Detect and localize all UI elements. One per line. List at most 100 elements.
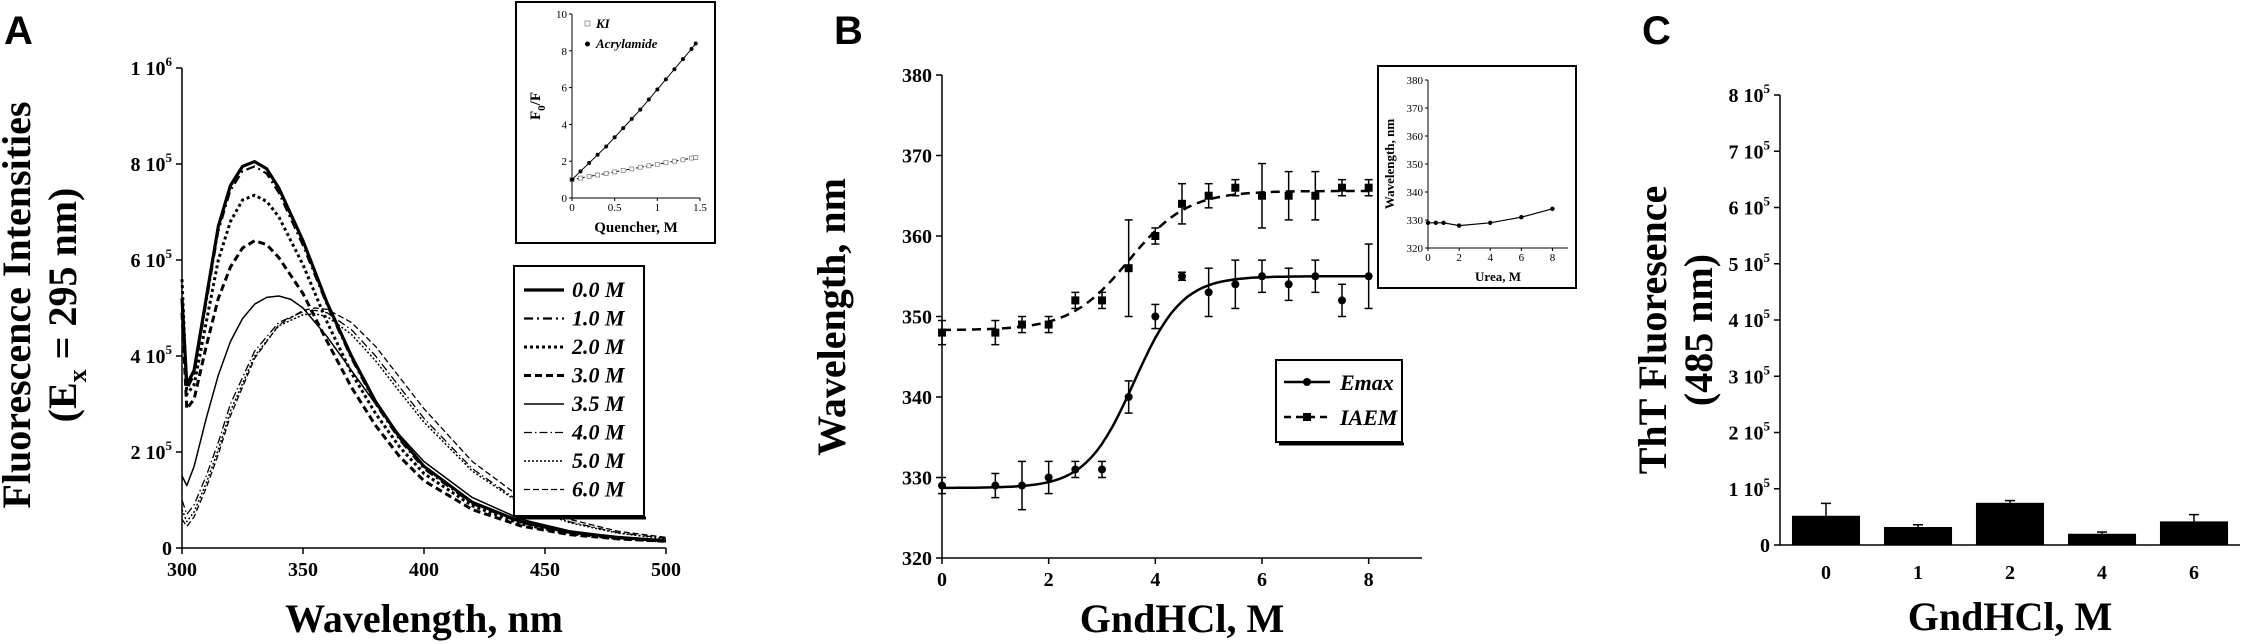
c-bar <box>1791 515 1861 545</box>
a-inset-point <box>570 177 574 182</box>
b-inset-frame <box>1377 65 1577 289</box>
c-bar <box>2159 521 2229 545</box>
b-data-point <box>1258 272 1266 281</box>
a-x-tick-label: 500 <box>651 559 681 581</box>
b-inset-point <box>1456 223 1462 228</box>
b-data-point <box>1338 296 1346 305</box>
a-inset-x-tick-label: 0 <box>569 202 575 214</box>
b-data-point <box>991 481 1000 490</box>
a-series-line-4 <box>181 295 667 542</box>
a-y-tick-label-exp: 5 <box>166 150 173 165</box>
a-inset-y-tick-label: 0 <box>562 193 568 205</box>
a-inset-point <box>595 152 600 157</box>
a-inset-point <box>646 163 652 169</box>
b-data-point <box>1231 183 1240 192</box>
a-inset-series-line-1 <box>571 43 697 180</box>
c-y-axis-title-line2: (485 nm) <box>1676 254 1721 406</box>
c-y-tick-label: 4 105 <box>1729 306 1771 332</box>
c-y-tick-label-base: 5 10 <box>1729 254 1764 276</box>
c-bar <box>1975 502 2045 545</box>
a-y-axis-title-line2: (Ex = 295 nm) <box>40 188 92 423</box>
b-data-point <box>1364 183 1373 192</box>
a-x-tick-label: 400 <box>409 559 439 581</box>
a-inset-point <box>663 160 669 166</box>
b-data-point <box>1311 191 1320 200</box>
b-data-point <box>938 481 946 490</box>
a-inset-y-title-end: /F <box>528 92 544 106</box>
b-data-point <box>1284 280 1293 289</box>
b-inset-x-tick-label: 8 <box>1550 252 1556 264</box>
c-y-tick-label: 6 105 <box>1729 194 1771 220</box>
a-y-tick-label-base: 2 10 <box>131 442 166 464</box>
b-inset-point <box>1550 206 1555 211</box>
a-y-tick-label-exp: 5 <box>166 342 173 357</box>
b-data-point <box>991 328 1000 337</box>
a-inset-point <box>629 166 635 172</box>
a-y-tick-label: 1 106 <box>131 54 173 80</box>
c-y-tick-label: 7 105 <box>1729 137 1771 163</box>
b-x-tick-label: 6 <box>1257 569 1267 591</box>
a-series-line-7 <box>181 307 667 539</box>
c-x-tick-label: 4 <box>2097 562 2107 584</box>
a-inset-point <box>672 158 677 164</box>
a-inset-y-title-sub: 0 <box>536 105 548 111</box>
panel-label-a: A <box>4 9 33 53</box>
c-y-axis-title-line1: ThT Fluoresence <box>1630 186 1675 475</box>
b-data-point <box>1098 465 1106 474</box>
a-series-line-5 <box>181 309 667 540</box>
a-legend-label-6: 5.0 M <box>572 448 626 473</box>
c-x-tick-label: 0 <box>1821 562 1831 584</box>
c-x-axis-title: GndHCl, M <box>1908 594 2112 639</box>
a-legend-label-3: 3.0 M <box>571 363 626 388</box>
a-x-tick-label: 300 <box>167 559 197 581</box>
b-legend-box <box>1275 359 1403 443</box>
b-y-tick-label: 340 <box>902 387 932 409</box>
a-y-tick-label-base: 4 10 <box>131 346 166 368</box>
c-y-tick-label-base: 1 10 <box>1729 479 1764 501</box>
c-y-tick-label-exp: 5 <box>1764 419 1771 434</box>
a-series-line-6 <box>181 313 667 540</box>
b-data-point <box>1338 183 1346 192</box>
a-series-line-1 <box>180 165 667 542</box>
panel-label-b: B <box>834 9 863 53</box>
a-inset-x-title: Quencher, M <box>594 220 678 236</box>
b-data-point <box>1124 393 1133 401</box>
b-data-point <box>1204 288 1213 297</box>
a-y-tick-label-exp: 6 <box>166 54 173 69</box>
b-y-tick-label: 370 <box>902 146 932 168</box>
a-y-tick-label-base: 6 10 <box>131 250 166 272</box>
b-data-point <box>1124 264 1133 273</box>
a-inset-point <box>586 174 592 179</box>
c-y-tick-label-exp: 5 <box>1764 137 1771 152</box>
c-y-tick-label-exp: 5 <box>1764 306 1771 321</box>
b-data-point <box>1231 280 1240 289</box>
b-y-tick-label: 330 <box>902 468 932 490</box>
a-legend-label-0: 0.0 M <box>572 277 626 302</box>
b-x-tick-label: 8 <box>1364 569 1374 591</box>
a-x-tick-label: 350 <box>288 559 318 581</box>
b-data-point <box>938 328 946 337</box>
a-inset-point <box>612 169 618 175</box>
a-y-tick-label-base: 1 10 <box>131 58 166 80</box>
b-inset-y-tick-label: 380 <box>1407 75 1424 87</box>
b-data-point <box>1018 481 1026 490</box>
b-inset-point <box>1425 220 1431 225</box>
a-y-tick-label: 6 105 <box>131 246 173 272</box>
b-legend-label-1: IAEM <box>1339 405 1399 430</box>
b-data-point <box>1364 272 1373 281</box>
b-inset-y-tick-label: 340 <box>1407 187 1424 199</box>
b-data-point <box>1151 312 1160 321</box>
a-inset-point <box>595 172 600 178</box>
b-data-point <box>1178 199 1186 208</box>
a-inset-point <box>689 155 694 161</box>
a-inset-point <box>604 144 609 149</box>
b-inset-point <box>1441 220 1446 225</box>
c-y-tick-label-exp: 5 <box>1764 81 1771 96</box>
b-inset-x-tick-label: 2 <box>1456 252 1462 264</box>
b-data-point <box>1258 191 1266 200</box>
a-inset-series-line-0 <box>571 157 696 181</box>
a-inset-legend-marker-0 <box>584 20 591 27</box>
a-inset-point <box>621 126 626 131</box>
